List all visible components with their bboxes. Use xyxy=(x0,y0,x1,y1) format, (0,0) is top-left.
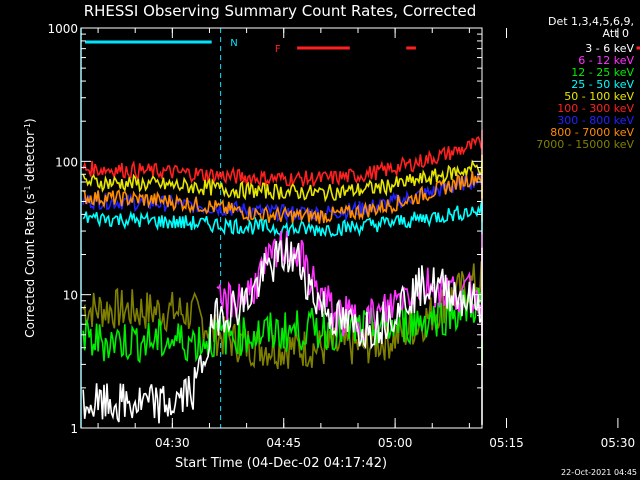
y-axis-label: Corrected Count Rate (s-1 detector-1) xyxy=(23,118,38,337)
y-axis-label-sup1: -1 xyxy=(23,185,32,193)
x-axis-label: Start Time (04-Dec-02 04:17:42) xyxy=(175,456,387,471)
legend-header-line-2: Att 0 xyxy=(603,27,629,40)
legend-entry: 800 - 7000 keV xyxy=(550,126,634,139)
legend-header-line-1: Det 1,3,4,5,6,9, xyxy=(548,15,634,28)
y-axis-label-mid: detector xyxy=(23,131,37,186)
legend-entry: 100 - 300 keV xyxy=(557,102,634,115)
x-tick-label: 04:30 xyxy=(155,436,190,450)
y-axis-label-main: Corrected Count Rate (s xyxy=(23,193,37,337)
x-tick-label: 05:30 xyxy=(601,436,636,450)
x-tick-label: 04:45 xyxy=(266,436,301,450)
flare-flag-label: F xyxy=(275,44,281,55)
legend-entry: 50 - 100 keV xyxy=(564,90,634,103)
legend-entry: 300 - 800 keV xyxy=(557,114,634,127)
night-flag-label: N xyxy=(230,38,237,49)
plot-frame xyxy=(80,27,483,429)
legend-entry: 25 - 50 keV xyxy=(571,78,634,91)
y-axis-label-sup2: -1 xyxy=(23,123,32,131)
chart-title: RHESSI Observing Summary Count Rates, Co… xyxy=(84,2,477,20)
y-axis-label-end: ) xyxy=(23,118,37,123)
y-tick-label: 1000 xyxy=(47,22,78,36)
y-tick-label: 100 xyxy=(55,155,78,169)
y-tick-label: 1 xyxy=(70,422,78,436)
y-tick-label: 10 xyxy=(63,289,78,303)
legend-entry: 12 - 25 keV xyxy=(571,66,634,79)
footer-timestamp: 22-Oct-2021 04:45 xyxy=(561,468,637,477)
x-tick-label: 05:00 xyxy=(378,436,413,450)
legend-entry: 3 - 6 keV xyxy=(585,42,634,55)
legend-entry: 6 - 12 keV xyxy=(578,54,634,67)
legend-entry: 7000 - 15000 keV xyxy=(536,138,634,151)
x-tick-label: 05:15 xyxy=(489,436,524,450)
